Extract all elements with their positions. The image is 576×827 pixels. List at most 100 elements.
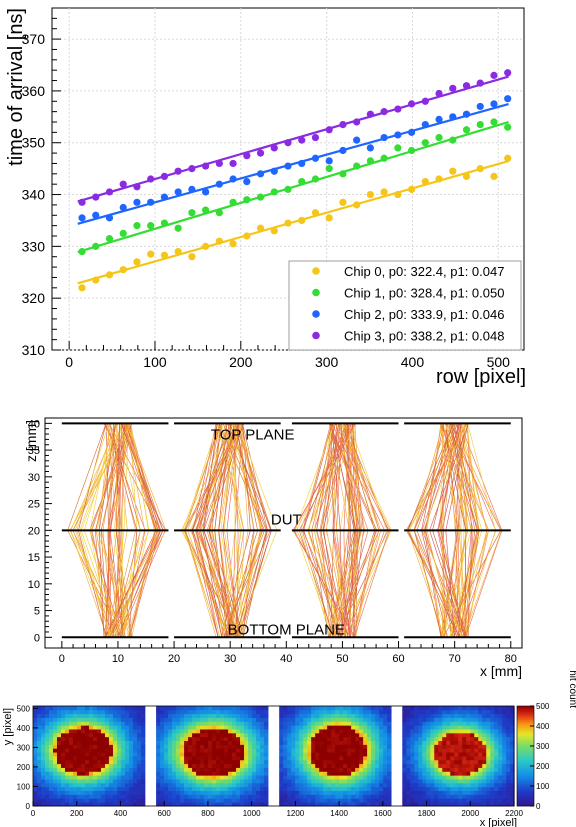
- heatmap-cell: [33, 794, 38, 799]
- heatmap-cell: [315, 759, 320, 765]
- colorbar-segment: [517, 764, 534, 767]
- heatmap-cell: [84, 759, 90, 765]
- heatmap-cell: [252, 756, 257, 761]
- heatmap-cell: [208, 786, 213, 792]
- heatmap-cell: [168, 721, 173, 726]
- heatmap-cell: [470, 782, 475, 788]
- heatmap-cell: [470, 725, 475, 730]
- heatmap-cell: [240, 732, 245, 738]
- heatmap-cell: [200, 771, 205, 776]
- heatmap-cell: [140, 709, 146, 715]
- heatmap-cell: [204, 721, 209, 726]
- heatmap-cell: [68, 740, 74, 745]
- heatmap-cell: [343, 740, 348, 745]
- heatmap-cell: [450, 756, 455, 761]
- heatmap-cell: [248, 756, 253, 761]
- heatmap-cell: [44, 748, 50, 753]
- heatmap-cell: [327, 756, 332, 761]
- heatmap-cell: [339, 732, 344, 738]
- data-point-chip-0: [105, 271, 114, 279]
- heatmap-cell: [287, 771, 292, 776]
- heatmap-cell: [291, 771, 296, 776]
- heatmap-cell: [311, 786, 316, 792]
- heatmap-cell: [52, 790, 58, 795]
- heatmap-cell: [279, 786, 284, 792]
- heatmap-cell: [212, 759, 217, 765]
- heatmap-cell: [279, 756, 284, 761]
- heatmap-cell: [60, 779, 66, 784]
- heatmap-cell: [462, 725, 467, 730]
- heatmap-cell: [494, 725, 499, 730]
- heatmap-cell: [48, 713, 54, 718]
- data-point-chip-0: [243, 232, 251, 240]
- heatmap-cell: [307, 740, 312, 745]
- heatmap-cell: [244, 744, 249, 749]
- heatmap-cell: [438, 744, 443, 749]
- heatmap-cell: [40, 744, 46, 749]
- heatmap-cell: [347, 767, 352, 772]
- heatmap-cell: [228, 802, 233, 807]
- heatmap-cell: [418, 779, 423, 784]
- heatmap-cell: [160, 713, 165, 718]
- heatmap-cell: [339, 740, 344, 745]
- legend-marker-chip-1: [312, 288, 320, 297]
- heatmap-cell: [228, 717, 233, 722]
- heatmap-cell: [136, 721, 142, 726]
- heatmap-cell: [112, 752, 118, 757]
- heatmap-cell: [104, 736, 110, 742]
- heatmap-cell: [363, 725, 368, 730]
- heatmap-cell: [343, 779, 348, 784]
- heatmap-cell: [180, 790, 185, 795]
- heatmap-cell: [498, 786, 503, 792]
- heatmap-cell: [502, 713, 507, 718]
- heatmap-cell: [120, 802, 126, 807]
- heatmap-cell: [450, 759, 455, 765]
- heatmap-cell: [220, 775, 225, 780]
- heatmap-cell: [124, 732, 130, 738]
- heatmap-cell: [442, 732, 447, 738]
- heatmap-cell: [287, 732, 292, 738]
- heatmap-cell: [319, 786, 324, 792]
- heatmap-cell: [116, 709, 122, 715]
- heatmap-cell: [220, 763, 225, 768]
- heatmap-cell: [92, 744, 98, 749]
- heatmap-cell: [176, 779, 181, 784]
- heatmap-cell: [315, 767, 320, 772]
- heatmap-cell: [343, 729, 348, 734]
- heatmap-cell: [418, 717, 423, 722]
- heatmap-cell: [478, 771, 483, 776]
- heatmap-cell: [335, 759, 340, 765]
- heatmap-cell: [72, 767, 78, 772]
- heatmap-cell: [363, 790, 368, 795]
- heatmap-cell: [64, 802, 70, 807]
- data-point-chip-3: [174, 167, 182, 175]
- heatmap-cell: [108, 709, 114, 715]
- heatmap-cell: [132, 744, 138, 749]
- heatmap-cell: [414, 736, 419, 742]
- data-point-chip-3: [435, 89, 443, 98]
- heatmap-cell: [72, 779, 78, 784]
- data-point-chip-2: [174, 188, 182, 196]
- heatmap-cell: [446, 786, 451, 792]
- heatmap-cell: [490, 721, 495, 726]
- heatmap-cell: [228, 771, 233, 776]
- heatmap-cell: [220, 752, 225, 757]
- heatmap-cell: [454, 779, 459, 784]
- heatmap-cell: [347, 771, 352, 776]
- heatmap-cell: [204, 802, 209, 807]
- heatmap-cell: [299, 740, 304, 745]
- heatmap-cell: [307, 798, 312, 803]
- heatmap-cell: [295, 756, 300, 761]
- heatmap-cell: [434, 786, 439, 792]
- heatmap-cell: [200, 794, 205, 799]
- heatmap-cell: [283, 729, 288, 734]
- heatmap-cell: [375, 744, 380, 749]
- heatmap-cell: [422, 717, 427, 722]
- heatmap-cell: [299, 782, 304, 788]
- y-axis-title: z [mm]: [23, 420, 39, 462]
- heatmap-cell: [140, 782, 146, 788]
- heatmap-cell: [100, 752, 106, 757]
- heatmap-cell: [323, 767, 328, 772]
- heatmap-cell: [319, 709, 324, 715]
- heatmap-cell: [414, 756, 419, 761]
